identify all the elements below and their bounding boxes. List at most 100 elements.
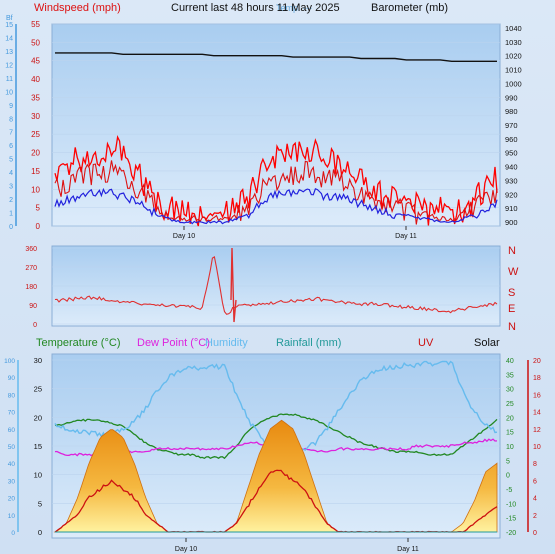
uv-tick-label: 16 — [533, 392, 541, 399]
wind-barometer-chart: 0510152025303540455055012345678910111213… — [5, 15, 521, 240]
temperature-tick-label: -15 — [506, 516, 516, 523]
right-tick-label: 980 — [505, 107, 518, 116]
chart-title: Current last 48 hours 11 May 2025 — [171, 2, 340, 14]
series-line-gust — [54, 134, 498, 227]
right-tick-label: 900 — [505, 218, 518, 227]
left-tick-label: 15 — [31, 167, 40, 176]
uv-tick-label: 14 — [533, 410, 541, 417]
beaufort-tick-label: 6 — [9, 143, 13, 150]
temperature-chart: Temperature (°C) Dew Point (°C)Humidity Ra… — [4, 337, 541, 553]
right-tick-label: 960 — [505, 135, 518, 144]
beaufort-tick-label: 8 — [9, 116, 13, 123]
beaufort-tick-label: 0 — [9, 224, 13, 231]
uv-tick-label: 4 — [533, 496, 537, 503]
wind-plot-area — [51, 23, 501, 227]
left-tick-label: 5 — [36, 204, 41, 213]
beaufort-tick-label: 2 — [9, 197, 13, 204]
beaufort-tick-label: 7 — [9, 130, 13, 137]
beaufort-tick-label: 11 — [6, 76, 13, 83]
beaufort-tick-label: 9 — [9, 103, 13, 110]
uv-tick-label: 18 — [533, 375, 541, 382]
compass-label: N — [508, 245, 516, 257]
left-tick-label: 180 — [25, 284, 37, 291]
rain-tick-label: 15 — [34, 442, 42, 451]
series-line-barometer — [55, 52, 497, 62]
humidity-tick-label: 10 — [8, 513, 16, 520]
right-tick-label: 920 — [505, 190, 518, 199]
legend-entry: Temperature (°C) — [36, 337, 120, 349]
temperature-tick-label: 35 — [506, 372, 514, 379]
temperature-tick-label: 40 — [506, 358, 514, 365]
wind-direction-spike — [230, 247, 237, 323]
humidity-tick-label: 70 — [8, 410, 16, 417]
compass-label: E — [508, 303, 515, 315]
compass-label: N — [508, 321, 516, 333]
temperature-tick-label: -5 — [506, 487, 512, 494]
beaufort-tick-label: 10 — [5, 89, 13, 96]
rain-tick-label: 0 — [38, 528, 42, 537]
right-tick-label: 910 — [505, 204, 518, 213]
humidity-tick-label: 40 — [8, 461, 16, 468]
rain-tick-label: 10 — [34, 471, 42, 480]
left-tick-label: 360 — [25, 246, 37, 253]
right-tick-label: 1040 — [505, 24, 522, 33]
left-tick-label: 90 — [29, 303, 37, 310]
humidity-tick-label: 30 — [8, 478, 16, 485]
temperature-tick-label: 25 — [506, 401, 514, 408]
legend-entry: Solar — [474, 337, 500, 349]
barometer-axis-title: Barometer (mb) — [371, 2, 448, 14]
beaufort-axis-title: Bf — [6, 15, 13, 22]
right-tick-label: 1010 — [505, 66, 522, 75]
temperature-tick-label: 10 — [506, 444, 514, 451]
humidity-tick-label: 20 — [8, 496, 16, 503]
left-tick-label: 40 — [31, 75, 40, 84]
series-line-wind — [54, 160, 498, 225]
x-tick-label: Day 11 — [397, 546, 419, 553]
legend-entry: Rainfall (mm) — [276, 337, 341, 349]
uv-tick-label: 20 — [533, 358, 541, 365]
left-tick-label: 270 — [25, 265, 37, 272]
uv-tick-label: 6 — [533, 478, 537, 485]
series-line-wind-average — [54, 187, 498, 225]
rain-tick-label: 30 — [34, 356, 42, 365]
left-tick-label: 0 — [36, 222, 41, 231]
left-tick-label: 50 — [31, 38, 40, 47]
humidity-tick-label: 100 — [4, 358, 15, 365]
uv-tick-label: 12 — [533, 427, 541, 434]
left-tick-label: 35 — [31, 93, 40, 102]
humidity-tick-label: 90 — [8, 375, 16, 382]
left-tick-label: 25 — [31, 130, 40, 139]
temperature-tick-label: -20 — [506, 530, 516, 537]
series-line-wind-direction — [54, 256, 498, 315]
left-tick-label: 45 — [31, 57, 40, 66]
right-tick-label: 1000 — [505, 79, 522, 88]
beaufort-tick-label: 15 — [5, 22, 13, 29]
legend-entry: UV — [418, 337, 434, 349]
compass-label: S — [508, 287, 515, 299]
humidity-tick-label: 60 — [8, 427, 16, 434]
beaufort-tick-label: 14 — [5, 35, 13, 42]
humidity-tick-label: 80 — [8, 392, 16, 399]
temperature-tick-label: 15 — [506, 430, 514, 437]
series-temperature-c-line — [54, 413, 498, 460]
uv-tick-label: 0 — [533, 530, 537, 537]
right-tick-label: 990 — [505, 93, 518, 102]
left-tick-label: 0 — [33, 322, 37, 329]
uv-tick-label: 2 — [533, 513, 537, 520]
humidity-tick-label: 0 — [11, 530, 15, 537]
overlap-text: Temp. --- — [276, 3, 312, 13]
right-tick-label: 950 — [505, 149, 518, 158]
right-tick-label: 930 — [505, 176, 518, 185]
temperature-tick-label: 20 — [506, 415, 514, 422]
temperature-tick-label: 0 — [506, 473, 510, 480]
rain-tick-label: 25 — [34, 385, 42, 394]
right-tick-label: 1020 — [505, 52, 522, 61]
right-tick-label: 970 — [505, 121, 518, 130]
beaufort-tick-label: 1 — [9, 211, 13, 218]
x-tick-label: Day 10 — [173, 233, 195, 240]
right-tick-label: 940 — [505, 163, 518, 172]
beaufort-tick-label: 12 — [5, 62, 13, 69]
